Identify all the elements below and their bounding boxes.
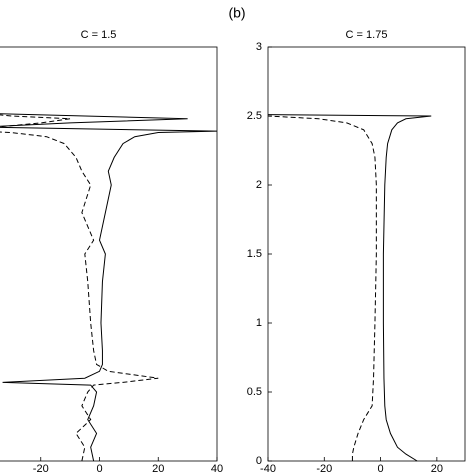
x-tick-label: 0 [378, 463, 384, 474]
data-line [267, 115, 377, 461]
data-line [0, 113, 218, 462]
x-tick-label: 20 [152, 463, 164, 474]
data-line [0, 114, 159, 462]
y-tick-label: 1 [256, 317, 262, 329]
panel-title: C = 1.75 [346, 29, 388, 41]
y-tick-label: 2 [256, 179, 262, 191]
data-line [267, 114, 432, 462]
x-tick-label: -20 [33, 463, 49, 474]
x-tick-label: 40 [211, 463, 223, 474]
y-tick-label: 2.5 [247, 110, 262, 122]
panel-title: C = 1.5 [81, 29, 117, 41]
x-tick-label: -40 [260, 463, 276, 474]
y-tick-label: 0 [256, 455, 262, 467]
x-tick-label: 20 [431, 463, 443, 474]
plot-frame [267, 46, 466, 462]
y-tick-label: 1.5 [247, 248, 262, 260]
x-tick-label: 0 [96, 463, 102, 474]
figure-label: (b) [228, 5, 245, 21]
y-tick-label: 3 [256, 41, 262, 53]
y-tick-label: 0.5 [247, 386, 262, 398]
plot-frame [0, 46, 218, 462]
x-tick-label: -20 [316, 463, 332, 474]
